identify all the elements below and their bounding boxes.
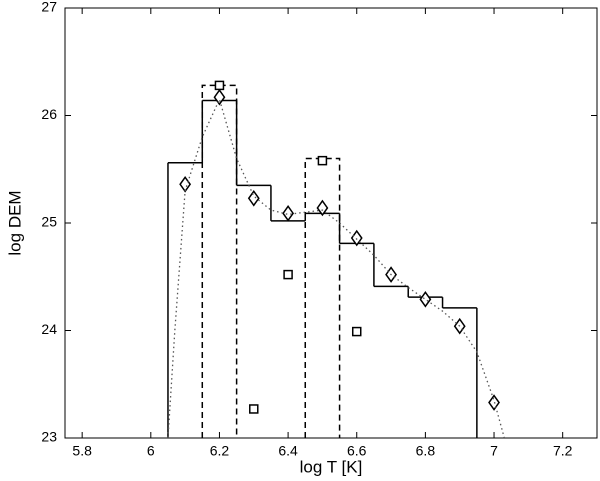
diamond-marker [282,205,295,222]
y-tick-label: 27 [41,0,57,15]
square-marker [249,404,259,414]
dashed-box [304,157,341,438]
dotted-curve [167,97,505,439]
y-tick-label: 26 [41,106,57,122]
x-tick-label: 6.6 [347,443,367,459]
y-tick-label: 23 [41,429,57,445]
diamond-marker [247,189,260,207]
x-tick-label: 5.8 [72,443,92,459]
plot-frame [64,7,598,439]
x-tick-label: 6.4 [278,443,298,459]
diamond-marker [213,88,226,106]
diamond-marker [316,199,329,217]
y-axis-label: log DEM [5,190,24,255]
dashed-box [201,84,238,438]
square-marker [283,269,293,280]
square-marker [317,155,328,166]
y-tick-label: 24 [41,321,57,337]
x-tick-label: 6.8 [416,443,436,459]
x-tick-label: 7.2 [553,443,573,459]
x-tick-label: 6.2 [210,443,230,459]
x-tick-label: 7 [490,443,498,459]
square-marker [351,326,362,337]
diamond-marker [179,176,192,193]
x-axis-label: log T [K] [300,457,363,476]
x-tick-label: 6 [147,443,155,459]
diamond-marker [419,291,432,308]
square-marker [214,80,225,91]
y-tick-label: 25 [41,214,57,230]
